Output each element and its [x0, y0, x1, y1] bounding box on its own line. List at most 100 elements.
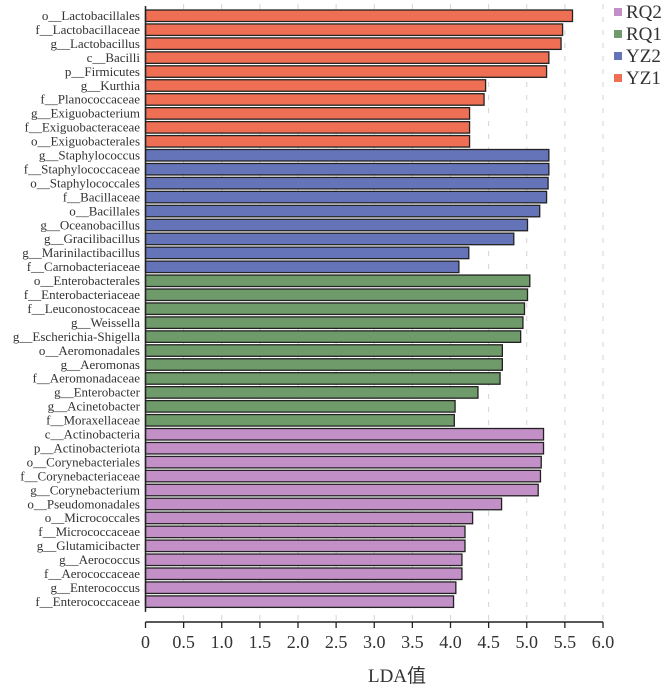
x-tick-label: 5.5 — [554, 632, 577, 652]
category-label: o__Pseudomonadales — [27, 496, 140, 511]
category-label: g__Aeromonas — [61, 357, 140, 372]
category-label: f__Enterobacteriaceae — [24, 287, 140, 302]
bar — [144, 232, 515, 246]
category-label: f__Bacillaceae — [63, 189, 140, 204]
category-label: g__Weissella — [71, 315, 140, 330]
category-label: o__Exiguobacterales — [31, 134, 140, 149]
x-tick-label: 0.5 — [172, 632, 195, 652]
legend-swatch — [614, 30, 622, 38]
category-label: o__Corynebacteriales — [27, 454, 140, 469]
category-label: g__Glutamicibacter — [37, 538, 141, 553]
x-tick-label: 3.0 — [363, 632, 386, 652]
category-label: g__Enterococcus — [50, 580, 140, 595]
x-tick-label: 2.0 — [287, 632, 310, 652]
bar — [144, 427, 545, 441]
x-tick-label: 3.5 — [401, 632, 424, 652]
x-tick-label: 1.0 — [211, 632, 234, 652]
bars — [144, 9, 574, 609]
x-axis-title: LDA值 — [368, 665, 426, 687]
category-label: f__Enterococcaceae — [35, 594, 140, 609]
bar — [144, 51, 550, 64]
bar — [144, 204, 541, 218]
x-tick-label: 4.5 — [477, 632, 500, 652]
x-tick-label: 4.0 — [439, 632, 462, 652]
category-label: f__Planococcaceae — [40, 92, 140, 107]
x-tick-label: 1.5 — [249, 632, 272, 652]
category-label: f__Moraxellaceae — [46, 413, 140, 428]
category-labels: o__Lactobacillalesf__Lactobacillaceaeg__… — [13, 8, 141, 609]
category-label: o__Bacillales — [69, 203, 140, 218]
category-label: g__Corynebacterium — [30, 482, 140, 497]
bar — [144, 413, 455, 427]
category-label: f__Leuconostocaceae — [27, 301, 140, 316]
x-tick-label: 0 — [141, 632, 150, 652]
bar — [144, 246, 470, 260]
category-label: o__Aeromonadales — [39, 343, 140, 358]
category-label: g__Exiguobacterium — [31, 106, 140, 121]
bar — [144, 525, 466, 539]
category-label: f__Staphylococcaceae — [24, 161, 140, 176]
category-label: f__Aerococcaceae — [44, 566, 140, 581]
category-label: g__Escherichia-Shigella — [13, 329, 140, 344]
category-label: c__Bacilli — [87, 50, 141, 65]
x-tick-label: 2.5 — [325, 632, 348, 652]
bar — [144, 288, 529, 302]
category-label: g__Enterobacter — [54, 385, 141, 400]
category-label: f__Exiguobacteraceae — [25, 120, 141, 135]
bar — [144, 358, 504, 371]
x-tick-label: 6.0 — [592, 632, 615, 652]
x-tick-label: 5.0 — [516, 632, 539, 652]
bar — [144, 567, 463, 581]
category-label: o__Lactobacillales — [42, 8, 140, 23]
bar — [144, 455, 542, 469]
bar — [144, 162, 550, 176]
bar — [144, 553, 463, 567]
category-label: p__Firmicutes — [65, 64, 140, 79]
bar — [144, 148, 550, 162]
category-label: g__Aerococcus — [59, 552, 140, 567]
category-label: f__Carnobacteriaceae — [27, 259, 141, 274]
bar — [144, 497, 503, 511]
bar — [144, 274, 531, 288]
category-label: g__Oceanobacillus — [40, 217, 140, 232]
category-label: c__Actinobacteria — [45, 427, 141, 442]
category-label: g__Lactobacillus — [50, 36, 140, 51]
bar — [144, 385, 479, 399]
bar — [144, 37, 562, 51]
bar — [144, 190, 548, 204]
category-label: g__Gracilibacillus — [44, 231, 140, 246]
bar — [144, 511, 474, 525]
bar — [144, 79, 487, 92]
bar — [144, 120, 471, 134]
x-ticks: 0 0.5 1.0 1.5 2.0 2.5 3.0 3.5 4.0 4.5 5.0 5.5 6.0 — [141, 622, 614, 652]
category-label: g__Acinetobacter — [48, 399, 141, 414]
bar — [144, 372, 501, 385]
bar — [144, 218, 529, 232]
bar — [144, 260, 460, 274]
bar — [144, 344, 504, 357]
legend-swatch — [614, 74, 622, 82]
bar — [144, 469, 542, 483]
category-label: f__Aeromonadaceae — [32, 371, 140, 386]
bar — [144, 134, 471, 148]
category-label: o__Enterobacterales — [34, 273, 140, 288]
category-label: f__Micrococcaceae — [38, 524, 140, 539]
bar — [144, 483, 539, 497]
category-label: p__Actinobacteriota — [34, 440, 140, 455]
bar — [144, 595, 455, 609]
bar — [144, 23, 564, 37]
bar — [144, 65, 548, 78]
legend-swatch — [614, 8, 622, 16]
bar — [144, 316, 524, 330]
category-label: g__Kurthia — [81, 78, 140, 93]
category-label: f__Corynebacteriaceae — [20, 468, 140, 483]
bar — [144, 302, 526, 316]
legend-label: YZ2 — [626, 46, 661, 67]
bar — [144, 107, 471, 120]
bar — [144, 330, 522, 344]
category-label: o__Staphylococcales — [30, 175, 140, 190]
category-label: o__Micrococcales — [45, 510, 140, 525]
bar — [144, 581, 457, 595]
